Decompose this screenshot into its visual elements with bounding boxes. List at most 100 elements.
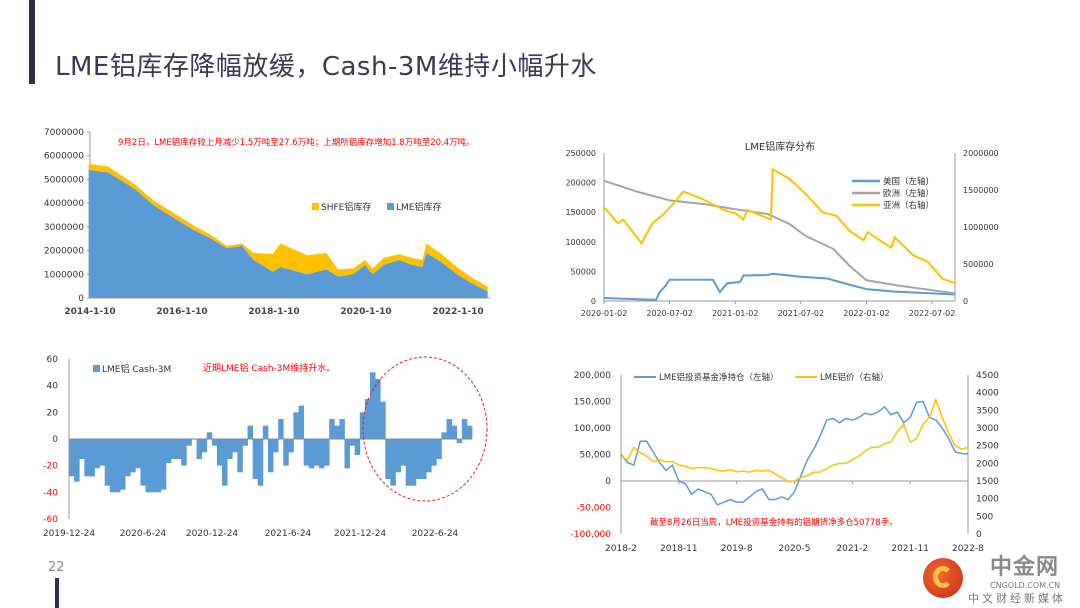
- y-right-tick-label: 4000: [976, 389, 999, 399]
- legend-label-1: LME铝价（右轴）: [820, 372, 888, 383]
- bar: [242, 439, 248, 446]
- y-left-tick-label: 50000: [571, 267, 596, 276]
- bar: [349, 439, 356, 446]
- y-tick-label: 4000000: [44, 199, 84, 209]
- highlight-ellipse: [362, 356, 488, 502]
- y-tick-label: 0: [78, 294, 84, 304]
- bar: [94, 439, 101, 469]
- y-left-tick-label: 0: [605, 477, 611, 487]
- bar: [145, 439, 152, 493]
- bar: [155, 439, 162, 493]
- x-tick-label: 2021-01-02: [712, 309, 759, 318]
- bar: [283, 439, 289, 466]
- y-left-tick-label: -50,000: [576, 504, 611, 514]
- bar: [109, 439, 116, 493]
- x-tick-label: 2022-01-02: [843, 309, 890, 318]
- y-right-tick-label: 0: [963, 297, 968, 306]
- bar: [288, 439, 294, 453]
- bar: [293, 412, 299, 439]
- series-line-1: [620, 397, 969, 483]
- bar: [273, 439, 279, 453]
- bar: [344, 439, 350, 469]
- series-line-2: [603, 167, 956, 285]
- y-left-tick-label: 100,000: [574, 424, 611, 434]
- y-right-tick-label: 1000: [976, 495, 999, 505]
- x-tick-label: 2021-6-24: [265, 529, 312, 539]
- bar: [369, 372, 376, 439]
- bar: [303, 439, 310, 466]
- bar: [150, 439, 157, 493]
- bar: [181, 439, 187, 466]
- annotation: 近期LME铝 Cash-3M维持升水。: [203, 362, 335, 374]
- bar: [135, 439, 141, 469]
- bar: [165, 439, 172, 463]
- bar: [436, 439, 442, 459]
- bar: [446, 419, 452, 439]
- bar: [308, 439, 315, 469]
- bar: [130, 439, 136, 473]
- y-right-tick-label: 500: [976, 512, 993, 522]
- bar: [104, 439, 111, 486]
- bar: [278, 419, 284, 439]
- legend-swatch-shfe: [312, 203, 319, 210]
- bar: [171, 439, 177, 459]
- bar: [405, 439, 412, 486]
- bar: [211, 439, 218, 446]
- logo-slogan: 中文财经新媒体: [968, 592, 1066, 605]
- legend-swatch: [93, 365, 100, 372]
- bar: [201, 439, 208, 453]
- accent-bar: [29, 0, 35, 84]
- bar: [431, 439, 437, 466]
- page-number: 22: [48, 560, 65, 575]
- bar: [160, 439, 167, 490]
- bar: [441, 432, 447, 439]
- bar: [375, 379, 381, 439]
- series-line-0: [603, 272, 956, 301]
- bar: [461, 419, 468, 439]
- accent-bar-bottom: [55, 578, 59, 608]
- x-tick-label: 2021-07-02: [778, 309, 825, 318]
- bar: [364, 399, 371, 439]
- y-tick-label: -20: [43, 462, 58, 472]
- series-line-0: [620, 400, 969, 506]
- chart-title: LME铝库存分布: [745, 140, 816, 153]
- bar: [237, 439, 243, 473]
- bar: [84, 439, 90, 477]
- x-tick-label: 2022-07-02: [909, 309, 956, 318]
- x-tick-label: 2020-12-24: [186, 529, 239, 539]
- page-title: LME铝库存降幅放缓，Cash-3M维持小幅升水: [55, 52, 597, 82]
- y-left-tick-label: 250000: [565, 149, 596, 158]
- legend-label-0: 美国（左轴): [883, 176, 929, 187]
- y-left-tick-label: 100000: [565, 238, 596, 247]
- shfe-area: [88, 164, 488, 292]
- bar: [324, 439, 330, 466]
- bar: [247, 425, 254, 439]
- y-tick-label: 60: [47, 355, 59, 365]
- y-left-tick-label: 0: [591, 297, 596, 306]
- y-left-tick-label: 150000: [565, 208, 596, 217]
- bar: [120, 439, 126, 490]
- bar: [125, 439, 131, 477]
- bar: [267, 439, 274, 473]
- bar: [385, 439, 391, 479]
- y-tick-label: 7000000: [44, 128, 84, 138]
- bar: [222, 439, 228, 486]
- bar: [227, 439, 233, 459]
- bar: [400, 439, 407, 466]
- y-left-tick-label: 200,000: [574, 371, 611, 381]
- x-tick-label: 2022-8: [952, 544, 984, 554]
- y-tick-label: 6000000: [44, 152, 84, 162]
- y-tick-label: 3000000: [44, 223, 84, 233]
- x-tick-label: 2020-1-10: [340, 307, 391, 317]
- bar: [313, 439, 320, 466]
- y-tick-label: 1000000: [44, 270, 84, 280]
- y-right-tick-label: 2500: [976, 442, 999, 452]
- bar: [359, 412, 366, 439]
- y-left-tick-label: 150,000: [574, 398, 611, 408]
- logo-url: CNGOLD.COM.CN: [990, 581, 1061, 590]
- legend-label-1: 欧洲（左轴）: [883, 188, 934, 199]
- bar: [232, 439, 238, 453]
- bar: [329, 419, 335, 439]
